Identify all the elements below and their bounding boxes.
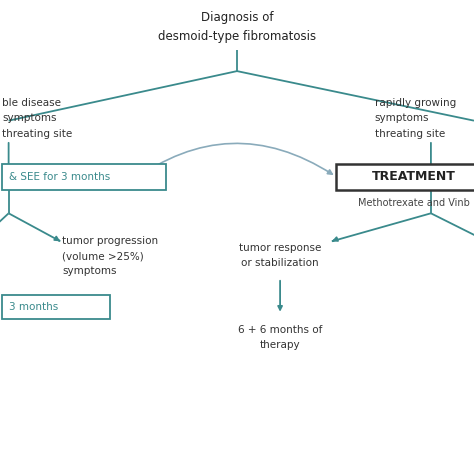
Text: Methotrexate and Vinb: Methotrexate and Vinb — [358, 198, 470, 208]
Text: symptoms: symptoms — [63, 266, 117, 276]
Text: & SEE for 3 months: & SEE for 3 months — [9, 172, 110, 182]
Text: 6 + 6 months of: 6 + 6 months of — [238, 325, 322, 335]
Text: symptoms: symptoms — [375, 113, 429, 124]
Text: symptoms: symptoms — [2, 113, 57, 124]
Bar — [336, 164, 474, 190]
Bar — [2, 295, 110, 319]
Text: Diagnosis of: Diagnosis of — [201, 11, 273, 24]
Text: TREATMENT: TREATMENT — [372, 170, 456, 183]
Text: threating site: threating site — [2, 128, 73, 138]
Text: tumor response: tumor response — [239, 243, 321, 253]
Text: 3 months: 3 months — [9, 302, 58, 312]
Bar — [2, 164, 166, 190]
Text: tumor progression: tumor progression — [63, 237, 159, 246]
Text: or stabilization: or stabilization — [241, 258, 319, 268]
Text: desmoid-type fibromatosis: desmoid-type fibromatosis — [158, 30, 316, 43]
Text: ble disease: ble disease — [2, 99, 61, 109]
Text: threating site: threating site — [375, 128, 445, 138]
Text: (volume >25%): (volume >25%) — [63, 251, 144, 261]
Text: therapy: therapy — [260, 340, 301, 350]
Text: rapidly growing: rapidly growing — [375, 99, 456, 109]
FancyArrowPatch shape — [131, 143, 332, 182]
